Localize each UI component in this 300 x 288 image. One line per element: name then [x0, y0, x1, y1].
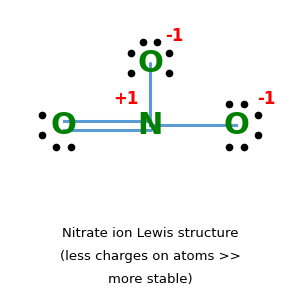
Text: Nitrate ion Lewis structure: Nitrate ion Lewis structure: [62, 227, 238, 240]
Text: O: O: [224, 111, 249, 140]
Text: N: N: [137, 111, 163, 140]
Text: (less charges on atoms >>: (less charges on atoms >>: [60, 250, 240, 263]
Text: O: O: [137, 49, 163, 78]
Text: O: O: [51, 111, 76, 140]
Text: more stable): more stable): [108, 273, 192, 286]
Text: +1: +1: [113, 90, 138, 108]
Text: -1: -1: [165, 27, 184, 45]
Text: -1: -1: [257, 90, 276, 108]
